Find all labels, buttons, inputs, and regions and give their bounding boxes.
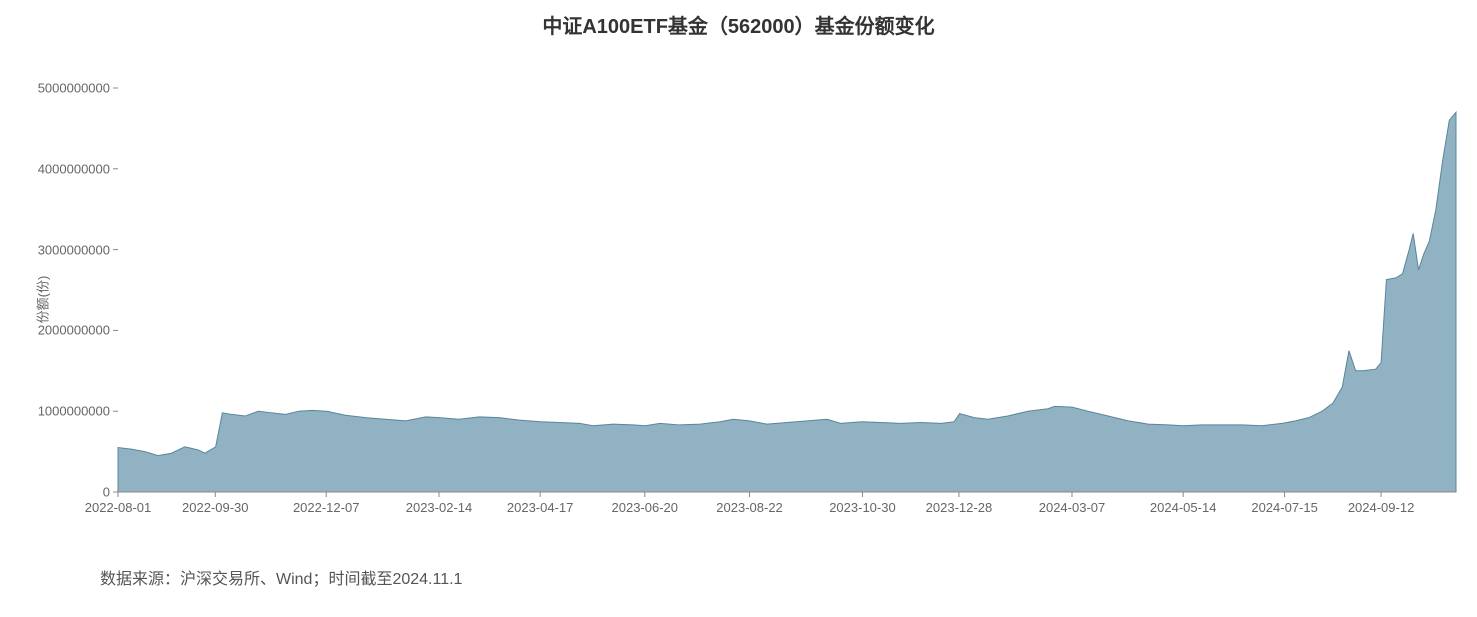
x-tick-label: 2023-06-20 <box>612 492 679 515</box>
x-tick-label: 2024-09-12 <box>1348 492 1415 515</box>
x-tick-label: 2024-07-15 <box>1251 492 1318 515</box>
x-tick-label: 2023-08-22 <box>716 492 783 515</box>
area-series <box>118 112 1456 492</box>
y-tick-label: 4000000000 <box>38 161 118 176</box>
x-tick-label: 2024-03-07 <box>1039 492 1106 515</box>
data-source-note: 数据来源：沪深交易所、Wind；时间截至2024.11.1 <box>100 565 462 589</box>
y-axis-label: 份额(份) <box>32 276 51 324</box>
x-tick-label: 2022-12-07 <box>293 492 360 515</box>
x-tick-label: 2022-09-30 <box>182 492 249 515</box>
chart-container: 中证A100ETF基金（562000）基金份额变化 份额(份) 01000000… <box>0 0 1477 617</box>
chart-title: 中证A100ETF基金（562000）基金份额变化 <box>0 10 1477 39</box>
x-tick-label: 2023-12-28 <box>926 492 993 515</box>
x-tick-label: 2024-05-14 <box>1150 492 1217 515</box>
area-chart-svg <box>118 88 1456 492</box>
x-tick-label: 2023-02-14 <box>406 492 473 515</box>
x-tick-label: 2023-10-30 <box>829 492 896 515</box>
y-tick-label: 3000000000 <box>38 242 118 257</box>
plot-area: 0100000000020000000003000000000400000000… <box>118 88 1456 492</box>
y-tick-label: 5000000000 <box>38 81 118 96</box>
x-tick-label: 2023-04-17 <box>507 492 574 515</box>
x-tick-label: 2022-08-01 <box>85 492 152 515</box>
y-tick-label: 1000000000 <box>38 404 118 419</box>
y-tick-label: 2000000000 <box>38 323 118 338</box>
